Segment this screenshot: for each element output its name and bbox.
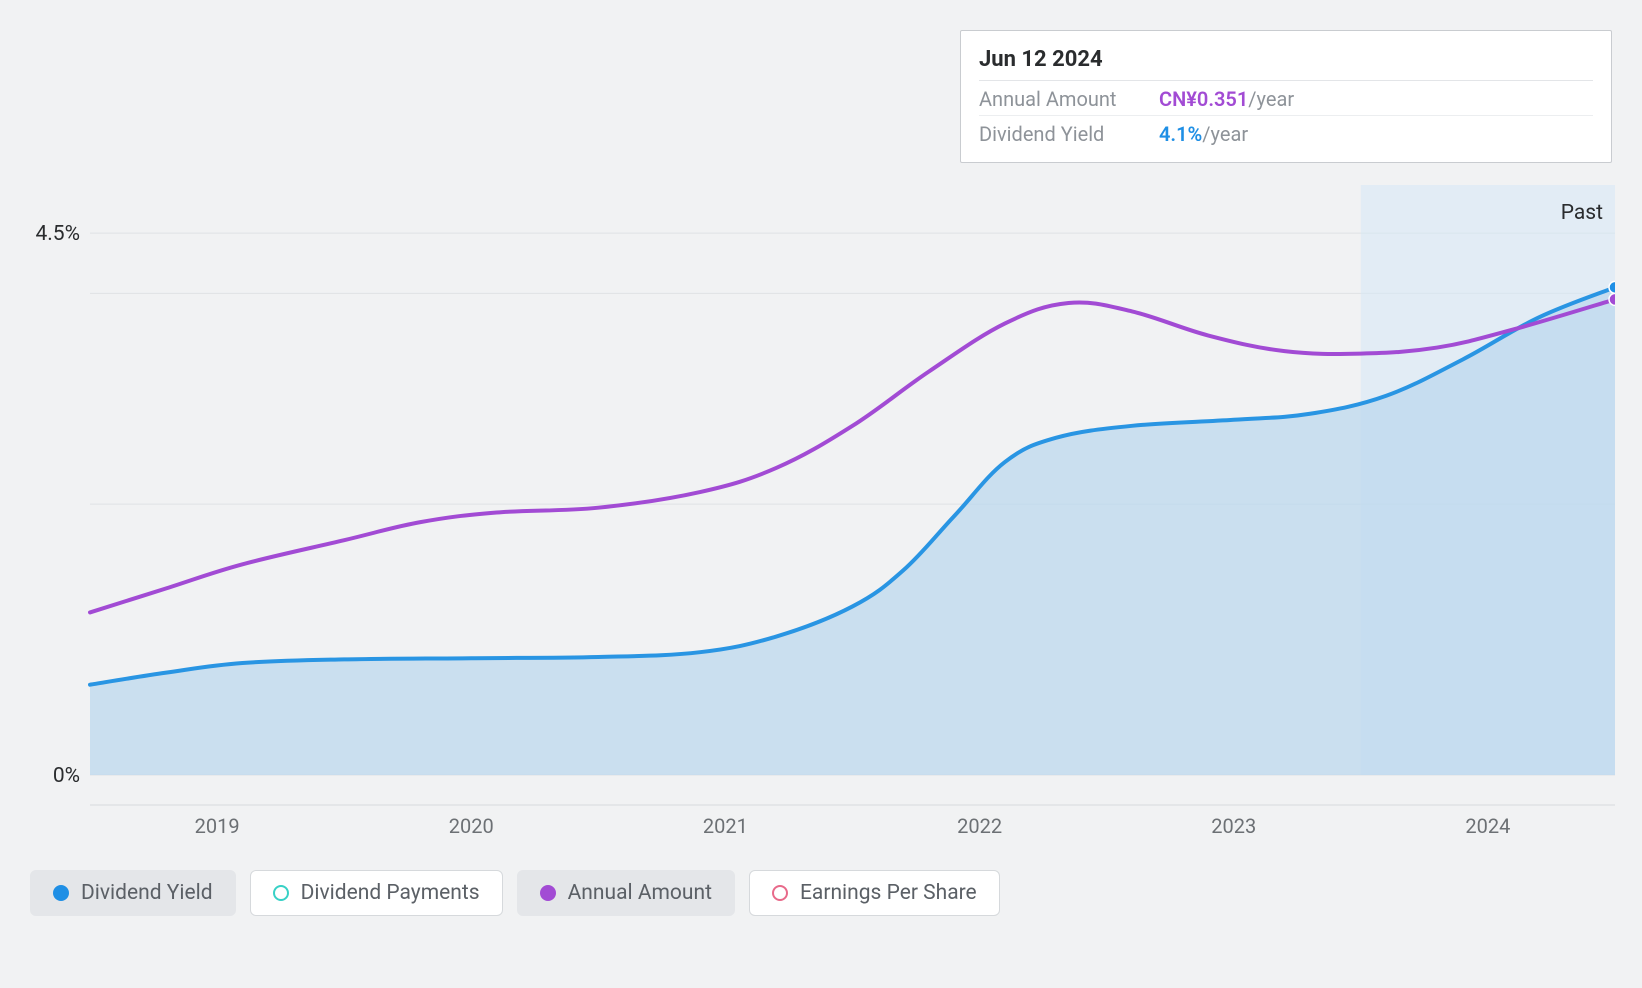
x-tick-label: 2020 — [449, 814, 494, 838]
legend-dot-icon — [772, 885, 788, 901]
chart-area[interactable]: Past 0% 4.5% 2019 2020 2021 2022 2023 2024 — [30, 175, 1615, 845]
x-tick-label: 2022 — [957, 814, 1002, 838]
tooltip-row-value: 4.1% — [1159, 122, 1202, 146]
tooltip-row-value: CN¥0.351 — [1159, 87, 1248, 111]
tooltip-row-suffix: /year — [1202, 122, 1248, 146]
tooltip-row: Dividend Yield4.1%/year — [979, 116, 1593, 150]
legend: Dividend Yield Dividend Payments Annual Am… — [30, 870, 1000, 916]
y-tick-label: 0% — [53, 764, 80, 788]
series-end-marker-annual_amount — [1609, 293, 1615, 305]
legend-item-eps[interactable]: Earnings Per Share — [749, 870, 1000, 916]
tooltip-panel: Jun 12 2024 Annual AmountCN¥0.351/yearDi… — [960, 30, 1612, 163]
legend-item-label: Earnings Per Share — [800, 881, 977, 905]
tooltip-row-label: Annual Amount — [979, 87, 1159, 111]
past-label: Past — [1561, 201, 1603, 225]
legend-dot-icon — [540, 885, 556, 901]
legend-dot-icon — [53, 885, 69, 901]
legend-item-label: Dividend Yield — [81, 881, 213, 905]
tooltip-date: Jun 12 2024 — [979, 41, 1593, 81]
x-tick-label: 2019 — [195, 814, 240, 838]
y-tick-label: 4.5% — [35, 222, 80, 246]
legend-item-dividend_payments[interactable]: Dividend Payments — [250, 870, 503, 916]
series-end-marker-dividend_yield — [1609, 281, 1615, 293]
tooltip-row-suffix: /year — [1248, 87, 1294, 111]
tooltip-row: Annual AmountCN¥0.351/year — [979, 81, 1593, 116]
legend-item-annual_amount[interactable]: Annual Amount — [517, 870, 735, 916]
legend-item-label: Annual Amount — [568, 881, 712, 905]
legend-item-label: Dividend Payments — [301, 881, 480, 905]
legend-item-dividend_yield[interactable]: Dividend Yield — [30, 870, 236, 916]
x-tick-label: 2023 — [1211, 814, 1256, 838]
tooltip-row-label: Dividend Yield — [979, 122, 1159, 146]
x-tick-label: 2021 — [703, 814, 748, 838]
legend-dot-icon — [273, 885, 289, 901]
x-tick-label: 2024 — [1465, 814, 1510, 838]
